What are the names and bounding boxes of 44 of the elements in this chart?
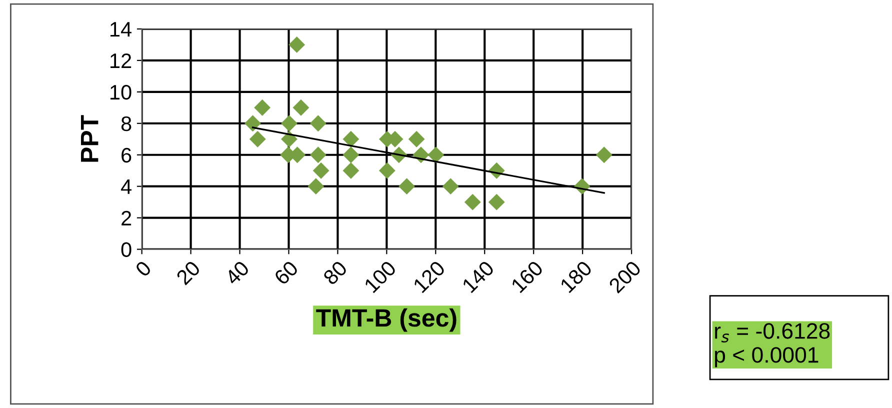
y-tick-label: 14	[110, 22, 132, 37]
point	[408, 130, 425, 148]
x-tick-label: 80	[322, 260, 348, 286]
x-tick-label: 100	[364, 260, 397, 294]
x-tick-label: 60	[273, 260, 299, 286]
point	[310, 115, 326, 132]
point	[292, 99, 310, 116]
point	[342, 146, 360, 164]
x-tick-label: 140	[462, 260, 495, 294]
x-tick-label: 120	[412, 260, 446, 294]
point	[310, 146, 326, 164]
y-tick-label: 10	[110, 84, 132, 100]
point	[312, 162, 330, 179]
point	[308, 178, 324, 195]
point	[442, 178, 459, 195]
y-tick-label: 12	[110, 53, 132, 68]
x-tick-label: 180	[560, 260, 593, 294]
point	[398, 178, 415, 195]
point	[342, 130, 360, 148]
point	[342, 162, 360, 179]
x-tick-label: 200	[608, 260, 642, 294]
point	[428, 146, 444, 164]
point	[596, 146, 612, 164]
y-tick-label: 6	[122, 148, 132, 163]
x-tick-label: 40	[224, 260, 250, 286]
point	[281, 130, 298, 148]
y-tick-label: 4	[121, 180, 132, 194]
x-axis-title: TMT-B (sec)	[316, 308, 456, 332]
point	[244, 115, 261, 132]
y-tick-label: 0	[121, 242, 132, 258]
point	[249, 130, 266, 148]
y-axis-title: PPT	[80, 115, 98, 162]
y-tick-label: 2	[122, 210, 132, 226]
point	[254, 99, 271, 116]
point	[488, 194, 505, 210]
point	[464, 194, 481, 210]
text: r$_{s}$ = -0.6128 p < 0.0001	[715, 323, 830, 368]
x-tick-label: 160	[510, 260, 544, 294]
point	[378, 162, 396, 179]
point	[288, 36, 306, 53]
point	[281, 115, 298, 132]
x-tick-label: 0	[134, 260, 152, 278]
x-tick-label: 20	[176, 260, 202, 286]
y-tick-label: 8	[121, 116, 132, 132]
